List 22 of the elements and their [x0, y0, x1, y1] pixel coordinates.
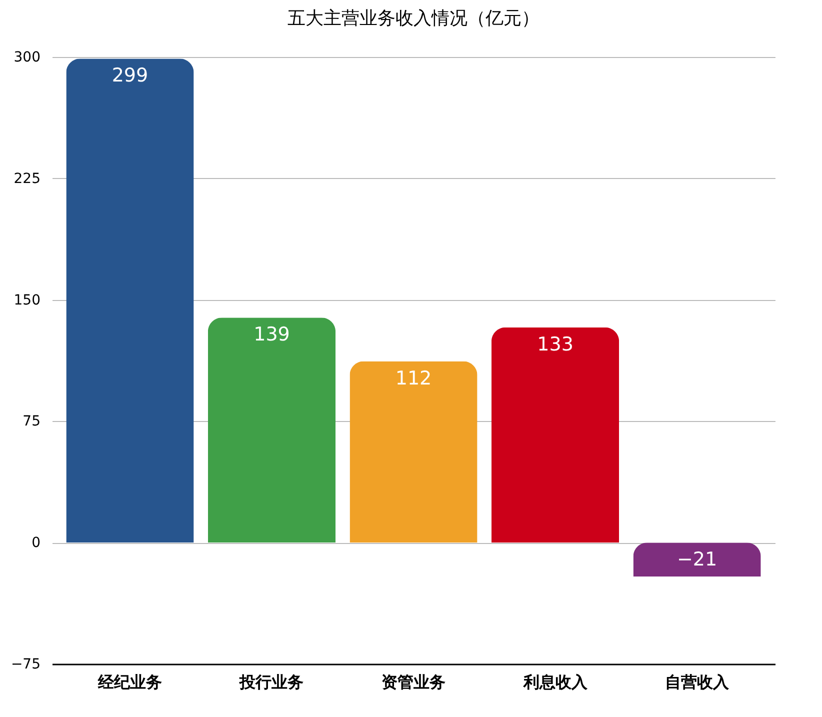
bar: [208, 318, 336, 543]
x-tick-label: 利息收入: [522, 672, 588, 692]
data-label: 299: [112, 64, 148, 87]
y-tick-label: 225: [14, 170, 40, 187]
y-tick-label: 0: [32, 535, 40, 552]
bar: [633, 542, 761, 577]
y-tick-label: 75: [22, 414, 40, 430]
bar: [66, 58, 194, 543]
data-label: 112: [395, 367, 432, 390]
x-tick-label: 资管业务: [382, 672, 446, 692]
x-tick-label: 经纪业务: [96, 672, 162, 692]
x-tick-label: 投行业务: [238, 672, 304, 692]
data-label: 139: [254, 324, 290, 346]
y-tick-label: 300: [14, 50, 40, 66]
data-label: 133: [537, 333, 574, 356]
x-tick-label: 自营收入: [665, 672, 730, 692]
y-tick-label: 150: [14, 292, 40, 308]
y-tick-label: −75: [10, 656, 40, 672]
data-label: −21: [676, 548, 718, 571]
bar: [350, 361, 478, 543]
chart-title: 五大主营业务收入情况（亿元）: [288, 8, 540, 29]
bar: [491, 327, 620, 543]
